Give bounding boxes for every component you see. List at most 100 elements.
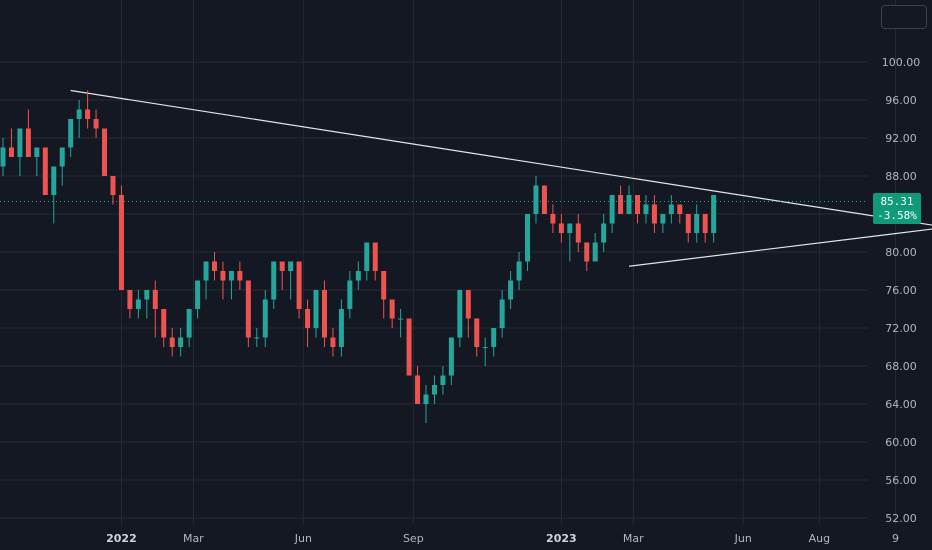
candle-body xyxy=(406,318,412,376)
candle-body xyxy=(338,309,344,347)
candle-body xyxy=(85,109,91,119)
y-tick-label: 92.00 xyxy=(885,132,917,145)
x-tick-label: Mar xyxy=(623,532,644,545)
x-tick-label: Mar xyxy=(183,532,204,545)
last-price-change: -3.58% xyxy=(877,209,917,222)
candle-body xyxy=(17,128,23,157)
candle-body xyxy=(668,204,674,214)
y-tick-label: 52.00 xyxy=(885,512,917,525)
time-axis[interactable]: 2022 Mar Jun Sep 2023 Mar Jun Aug 9 xyxy=(106,532,899,545)
candle-body xyxy=(685,214,691,233)
candle-body xyxy=(601,223,607,243)
candle-body xyxy=(271,261,277,300)
x-tick-label: 2022 xyxy=(106,532,137,545)
candle-body xyxy=(381,271,387,300)
candle-body xyxy=(431,385,437,395)
candle-body xyxy=(161,309,167,338)
candle-body xyxy=(491,328,497,347)
y-tick-label: 76.00 xyxy=(885,284,917,297)
y-tick-label: 100.00 xyxy=(882,56,921,69)
axis-settings-box[interactable] xyxy=(881,5,927,29)
candle-body xyxy=(347,280,353,309)
candle-body xyxy=(364,242,370,271)
x-tick-label: 2023 xyxy=(546,532,577,545)
candle-body xyxy=(525,214,531,262)
candle-body xyxy=(398,318,404,320)
candle-body xyxy=(618,195,624,214)
last-price-value: 85.31 xyxy=(880,195,914,208)
y-tick-label: 96.00 xyxy=(885,94,917,107)
y-tick-label: 80.00 xyxy=(885,246,917,259)
last-price-badge: 85.31 -3.58% xyxy=(873,193,921,224)
candle-body xyxy=(212,261,217,271)
x-tick-label: Aug xyxy=(809,532,830,545)
candle-body xyxy=(533,185,539,214)
x-tick-label: Jun xyxy=(734,532,752,545)
candle-body xyxy=(694,214,700,233)
candle-body xyxy=(0,147,6,167)
y-tick-label: 72.00 xyxy=(885,322,917,335)
candle-body xyxy=(152,290,158,309)
candle-body xyxy=(567,223,573,233)
candle-body xyxy=(313,290,319,328)
candle-body xyxy=(110,176,116,195)
candle-body xyxy=(389,299,395,319)
candle-body xyxy=(355,271,361,281)
candle-body xyxy=(76,109,82,119)
candle-body xyxy=(288,261,294,271)
candle-body xyxy=(584,242,590,262)
candle-body xyxy=(186,309,192,338)
candle-body xyxy=(330,337,336,347)
candle-body xyxy=(499,299,505,328)
price-axis[interactable]: 100.0096.0092.0088.0084.0080.0076.0072.0… xyxy=(882,56,921,525)
candle-body xyxy=(550,214,556,224)
candle-body xyxy=(279,261,285,271)
candle-body xyxy=(42,147,48,195)
candle-body xyxy=(465,290,471,319)
candle-body xyxy=(118,195,124,290)
candle-body xyxy=(423,394,429,404)
y-tick-label: 68.00 xyxy=(885,360,917,373)
trendlines xyxy=(70,89,932,267)
candle-body xyxy=(254,337,260,339)
candle-body xyxy=(677,204,683,214)
candle-body xyxy=(203,261,209,281)
candle-body xyxy=(541,185,547,214)
candle-body xyxy=(516,261,522,281)
candle-body xyxy=(626,195,632,214)
candle-body xyxy=(178,337,184,347)
candle-body xyxy=(25,128,31,157)
candle-body xyxy=(448,337,454,376)
candle-body xyxy=(508,280,514,300)
x-tick-label: 9 xyxy=(892,532,899,545)
candle-body xyxy=(34,147,40,157)
x-tick-label: Sep xyxy=(403,532,424,545)
candle-body xyxy=(93,119,99,129)
candle-body xyxy=(609,195,615,224)
candle-body xyxy=(575,223,581,243)
y-tick-label: 88.00 xyxy=(885,170,917,183)
candles xyxy=(0,90,717,423)
candle-body xyxy=(643,204,649,214)
candle-body xyxy=(68,119,74,148)
candle-body xyxy=(474,318,480,347)
candle-body xyxy=(635,195,640,214)
candle-body xyxy=(660,214,666,224)
candle-body xyxy=(144,290,150,300)
trendline[interactable] xyxy=(70,89,932,228)
candle-body xyxy=(592,242,598,262)
candle-body xyxy=(228,271,234,281)
y-tick-label: 60.00 xyxy=(885,436,917,449)
gridlines xyxy=(0,0,897,525)
trendline[interactable] xyxy=(628,227,932,267)
candle-body xyxy=(220,271,226,281)
candle-body xyxy=(651,204,657,224)
candle-body xyxy=(237,271,243,281)
y-tick-label: 56.00 xyxy=(885,474,917,487)
candle-body xyxy=(711,195,717,233)
candle-body xyxy=(102,128,108,176)
candle-body xyxy=(59,147,65,167)
candle-body xyxy=(169,337,175,347)
candle-body xyxy=(135,299,141,309)
